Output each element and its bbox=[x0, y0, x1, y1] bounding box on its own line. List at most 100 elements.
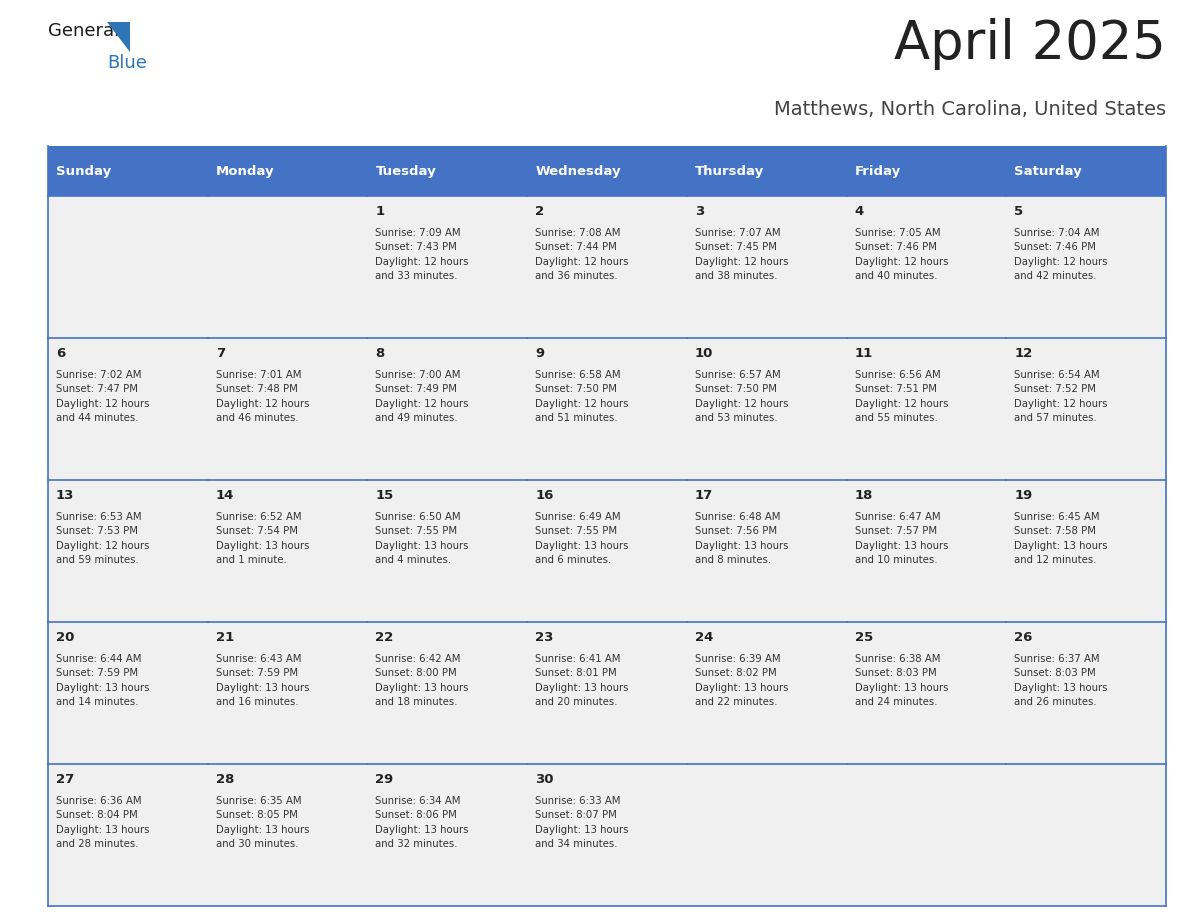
Text: 18: 18 bbox=[854, 489, 873, 502]
Text: 16: 16 bbox=[535, 489, 554, 502]
Bar bbox=[527, 764, 687, 906]
Text: Sunrise: 6:34 AM
Sunset: 8:06 PM
Daylight: 13 hours
and 32 minutes.: Sunrise: 6:34 AM Sunset: 8:06 PM Dayligh… bbox=[375, 796, 469, 849]
Text: 6: 6 bbox=[56, 347, 65, 360]
Text: Sunrise: 6:47 AM
Sunset: 7:57 PM
Daylight: 13 hours
and 10 minutes.: Sunrise: 6:47 AM Sunset: 7:57 PM Dayligh… bbox=[854, 512, 948, 565]
Text: 24: 24 bbox=[695, 631, 713, 644]
Text: 23: 23 bbox=[535, 631, 554, 644]
Bar bbox=[1006, 480, 1165, 622]
Bar bbox=[527, 146, 687, 196]
Text: Sunrise: 6:45 AM
Sunset: 7:58 PM
Daylight: 13 hours
and 12 minutes.: Sunrise: 6:45 AM Sunset: 7:58 PM Dayligh… bbox=[1015, 512, 1107, 565]
Text: 12: 12 bbox=[1015, 347, 1032, 360]
Text: 25: 25 bbox=[854, 631, 873, 644]
Bar bbox=[1006, 764, 1165, 906]
Text: Sunrise: 7:09 AM
Sunset: 7:43 PM
Daylight: 12 hours
and 33 minutes.: Sunrise: 7:09 AM Sunset: 7:43 PM Dayligh… bbox=[375, 228, 469, 281]
Text: 4: 4 bbox=[854, 205, 864, 218]
Text: Wednesday: Wednesday bbox=[535, 164, 621, 177]
Text: 15: 15 bbox=[375, 489, 393, 502]
Bar bbox=[367, 480, 527, 622]
Text: 26: 26 bbox=[1015, 631, 1032, 644]
Text: 11: 11 bbox=[854, 347, 873, 360]
Bar bbox=[208, 146, 367, 196]
Bar bbox=[847, 196, 1006, 338]
Text: Sunrise: 6:53 AM
Sunset: 7:53 PM
Daylight: 12 hours
and 59 minutes.: Sunrise: 6:53 AM Sunset: 7:53 PM Dayligh… bbox=[56, 512, 150, 565]
Bar bbox=[1006, 196, 1165, 338]
Text: Sunrise: 6:50 AM
Sunset: 7:55 PM
Daylight: 13 hours
and 4 minutes.: Sunrise: 6:50 AM Sunset: 7:55 PM Dayligh… bbox=[375, 512, 469, 565]
Text: Sunrise: 7:02 AM
Sunset: 7:47 PM
Daylight: 12 hours
and 44 minutes.: Sunrise: 7:02 AM Sunset: 7:47 PM Dayligh… bbox=[56, 370, 150, 423]
Text: 2: 2 bbox=[535, 205, 544, 218]
Bar bbox=[48, 480, 208, 622]
Bar bbox=[847, 338, 1006, 480]
Text: Sunrise: 6:33 AM
Sunset: 8:07 PM
Daylight: 13 hours
and 34 minutes.: Sunrise: 6:33 AM Sunset: 8:07 PM Dayligh… bbox=[535, 796, 628, 849]
Text: 8: 8 bbox=[375, 347, 385, 360]
Text: Thursday: Thursday bbox=[695, 164, 764, 177]
Bar bbox=[367, 338, 527, 480]
Text: Sunrise: 7:07 AM
Sunset: 7:45 PM
Daylight: 12 hours
and 38 minutes.: Sunrise: 7:07 AM Sunset: 7:45 PM Dayligh… bbox=[695, 228, 789, 281]
Bar bbox=[208, 196, 367, 338]
Text: Tuesday: Tuesday bbox=[375, 164, 436, 177]
Text: Sunrise: 6:39 AM
Sunset: 8:02 PM
Daylight: 13 hours
and 22 minutes.: Sunrise: 6:39 AM Sunset: 8:02 PM Dayligh… bbox=[695, 654, 789, 707]
Bar bbox=[847, 146, 1006, 196]
Text: Sunrise: 6:37 AM
Sunset: 8:03 PM
Daylight: 13 hours
and 26 minutes.: Sunrise: 6:37 AM Sunset: 8:03 PM Dayligh… bbox=[1015, 654, 1107, 707]
Text: Sunday: Sunday bbox=[56, 164, 112, 177]
Bar bbox=[1006, 338, 1165, 480]
Text: 21: 21 bbox=[216, 631, 234, 644]
Bar bbox=[527, 480, 687, 622]
Bar bbox=[48, 196, 208, 338]
Text: Sunrise: 6:49 AM
Sunset: 7:55 PM
Daylight: 13 hours
and 6 minutes.: Sunrise: 6:49 AM Sunset: 7:55 PM Dayligh… bbox=[535, 512, 628, 565]
Text: Blue: Blue bbox=[107, 54, 147, 72]
Polygon shape bbox=[107, 22, 131, 52]
Text: Sunrise: 6:52 AM
Sunset: 7:54 PM
Daylight: 13 hours
and 1 minute.: Sunrise: 6:52 AM Sunset: 7:54 PM Dayligh… bbox=[216, 512, 309, 565]
Text: Saturday: Saturday bbox=[1015, 164, 1082, 177]
Text: Sunrise: 7:04 AM
Sunset: 7:46 PM
Daylight: 12 hours
and 42 minutes.: Sunrise: 7:04 AM Sunset: 7:46 PM Dayligh… bbox=[1015, 228, 1107, 281]
Text: 1: 1 bbox=[375, 205, 385, 218]
Text: Sunrise: 6:35 AM
Sunset: 8:05 PM
Daylight: 13 hours
and 30 minutes.: Sunrise: 6:35 AM Sunset: 8:05 PM Dayligh… bbox=[216, 796, 309, 849]
Bar bbox=[1006, 146, 1165, 196]
Text: 17: 17 bbox=[695, 489, 713, 502]
Text: 28: 28 bbox=[216, 773, 234, 786]
Text: 3: 3 bbox=[695, 205, 704, 218]
Bar bbox=[687, 196, 847, 338]
Text: Sunrise: 6:41 AM
Sunset: 8:01 PM
Daylight: 13 hours
and 20 minutes.: Sunrise: 6:41 AM Sunset: 8:01 PM Dayligh… bbox=[535, 654, 628, 707]
Text: Monday: Monday bbox=[216, 164, 274, 177]
Text: 5: 5 bbox=[1015, 205, 1023, 218]
Bar bbox=[847, 764, 1006, 906]
Text: 19: 19 bbox=[1015, 489, 1032, 502]
Text: Sunrise: 6:43 AM
Sunset: 7:59 PM
Daylight: 13 hours
and 16 minutes.: Sunrise: 6:43 AM Sunset: 7:59 PM Dayligh… bbox=[216, 654, 309, 707]
Text: Sunrise: 6:38 AM
Sunset: 8:03 PM
Daylight: 13 hours
and 24 minutes.: Sunrise: 6:38 AM Sunset: 8:03 PM Dayligh… bbox=[854, 654, 948, 707]
Text: Sunrise: 7:08 AM
Sunset: 7:44 PM
Daylight: 12 hours
and 36 minutes.: Sunrise: 7:08 AM Sunset: 7:44 PM Dayligh… bbox=[535, 228, 628, 281]
Text: 14: 14 bbox=[216, 489, 234, 502]
Text: Sunrise: 6:44 AM
Sunset: 7:59 PM
Daylight: 13 hours
and 14 minutes.: Sunrise: 6:44 AM Sunset: 7:59 PM Dayligh… bbox=[56, 654, 150, 707]
Text: 9: 9 bbox=[535, 347, 544, 360]
Bar bbox=[48, 338, 208, 480]
Text: Sunrise: 7:01 AM
Sunset: 7:48 PM
Daylight: 12 hours
and 46 minutes.: Sunrise: 7:01 AM Sunset: 7:48 PM Dayligh… bbox=[216, 370, 309, 423]
Bar bbox=[527, 338, 687, 480]
Text: Friday: Friday bbox=[854, 164, 901, 177]
Bar bbox=[367, 622, 527, 764]
Bar bbox=[208, 338, 367, 480]
Bar bbox=[208, 622, 367, 764]
Bar bbox=[687, 622, 847, 764]
Text: Sunrise: 6:48 AM
Sunset: 7:56 PM
Daylight: 13 hours
and 8 minutes.: Sunrise: 6:48 AM Sunset: 7:56 PM Dayligh… bbox=[695, 512, 789, 565]
Text: Sunrise: 6:54 AM
Sunset: 7:52 PM
Daylight: 12 hours
and 57 minutes.: Sunrise: 6:54 AM Sunset: 7:52 PM Dayligh… bbox=[1015, 370, 1107, 423]
Bar bbox=[527, 196, 687, 338]
Text: Matthews, North Carolina, United States: Matthews, North Carolina, United States bbox=[773, 100, 1165, 119]
Text: April 2025: April 2025 bbox=[895, 18, 1165, 70]
Bar bbox=[1006, 622, 1165, 764]
Text: 7: 7 bbox=[216, 347, 225, 360]
Bar bbox=[48, 146, 208, 196]
Bar bbox=[687, 480, 847, 622]
Bar bbox=[687, 146, 847, 196]
Text: General: General bbox=[48, 22, 119, 40]
Bar bbox=[847, 480, 1006, 622]
Bar bbox=[367, 764, 527, 906]
Text: 30: 30 bbox=[535, 773, 554, 786]
Text: 27: 27 bbox=[56, 773, 74, 786]
Bar bbox=[687, 764, 847, 906]
Bar bbox=[48, 622, 208, 764]
Bar bbox=[208, 764, 367, 906]
Text: Sunrise: 6:42 AM
Sunset: 8:00 PM
Daylight: 13 hours
and 18 minutes.: Sunrise: 6:42 AM Sunset: 8:00 PM Dayligh… bbox=[375, 654, 469, 707]
Text: Sunrise: 6:56 AM
Sunset: 7:51 PM
Daylight: 12 hours
and 55 minutes.: Sunrise: 6:56 AM Sunset: 7:51 PM Dayligh… bbox=[854, 370, 948, 423]
Text: Sunrise: 7:05 AM
Sunset: 7:46 PM
Daylight: 12 hours
and 40 minutes.: Sunrise: 7:05 AM Sunset: 7:46 PM Dayligh… bbox=[854, 228, 948, 281]
Bar bbox=[208, 480, 367, 622]
Text: 10: 10 bbox=[695, 347, 713, 360]
